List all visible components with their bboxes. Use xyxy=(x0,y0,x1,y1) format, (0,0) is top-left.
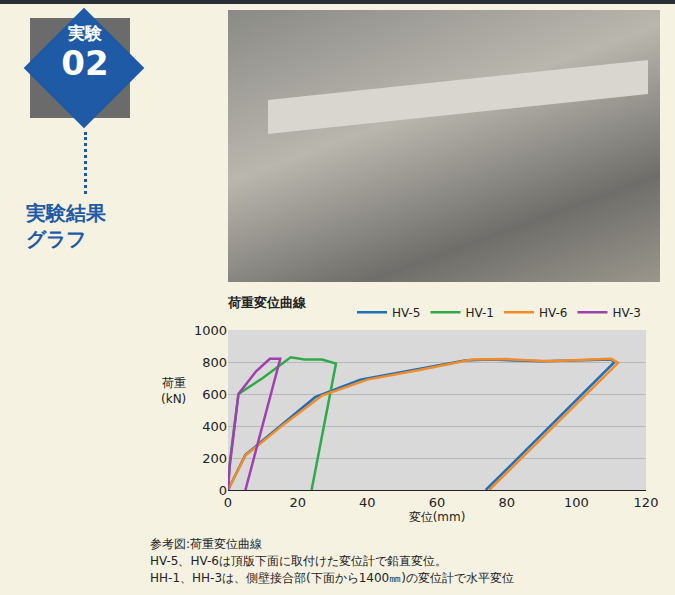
svg-text:40: 40 xyxy=(359,495,376,510)
svg-text:1000: 1000 xyxy=(194,323,227,338)
svg-text:0: 0 xyxy=(224,495,232,510)
html-text:グラフ: グラフ xyxy=(26,227,86,251)
svg-text:800: 800 xyxy=(202,355,227,370)
svg-text:HV-1: HV-1 xyxy=(466,306,495,320)
html-text:参考図:荷重変位曲線: 参考図:荷重変位曲線 xyxy=(150,537,262,551)
svg-text:HV-5: HV-5 xyxy=(392,306,421,320)
svg-text:100: 100 xyxy=(564,495,589,510)
html-text:実験結果: 実験結果 xyxy=(26,201,106,225)
html-text:実験: 実験 xyxy=(68,23,102,43)
svg-text:80: 80 xyxy=(498,495,515,510)
html-text:HV-5、HV-6は頂版下面に取付けた変位計で鉛直変位。: HV-5、HV-6は頂版下面に取付けた変位計で鉛直変位。 xyxy=(150,554,447,568)
svg-text:400: 400 xyxy=(202,419,227,434)
svg-text:荷重(kN): 荷重(kN) xyxy=(161,376,186,406)
svg-text:変位(mm): 変位(mm) xyxy=(409,510,466,524)
svg-text:HV-6: HV-6 xyxy=(539,306,568,320)
svg-text:HV-3: HV-3 xyxy=(613,306,642,320)
svg-text:荷重変位曲線: 荷重変位曲線 xyxy=(227,295,307,310)
html-text:HH-1、HH-3は、側壁接合部(下面から1400㎜)の変位: HH-1、HH-3は、側壁接合部(下面から1400㎜)の変位計で水平変位 xyxy=(150,571,514,585)
svg-text:60: 60 xyxy=(429,495,446,510)
svg-text:0: 0 xyxy=(219,483,227,498)
svg-text:600: 600 xyxy=(202,387,227,402)
svg-text:200: 200 xyxy=(202,451,227,466)
svg-text:20: 20 xyxy=(289,495,306,510)
html-text:02: 02 xyxy=(61,43,109,83)
svg-text:120: 120 xyxy=(634,495,659,510)
